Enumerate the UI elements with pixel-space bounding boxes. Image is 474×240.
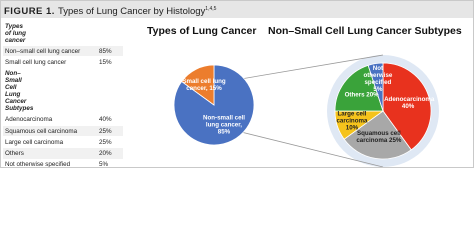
table-cell: Not otherwise specified — [5, 161, 71, 168]
table-row: Not otherwise specified 5% — [3, 160, 123, 168]
figure: FIGURE 1. Types of Lung Cancer by Histolo… — [0, 0, 474, 168]
pie-slice — [334, 64, 384, 112]
slice-label: Squamous cell carcinoma 25% — [356, 130, 402, 145]
charts — [173, 54, 439, 167]
table-cell: 25% — [99, 127, 112, 135]
zoom-line — [228, 54, 384, 82]
table-cell: 25% — [99, 138, 112, 146]
table-row: Small cell lung cancer 15% — [3, 57, 123, 69]
figure-header: FIGURE 1. Types of Lung Cancer by Histolo… — [1, 1, 473, 18]
pie-slice — [181, 64, 215, 106]
table-cell: Small cell lung cancer — [5, 58, 67, 66]
table-cell: Non–Small Cell Lung Cancer Subtypes — [5, 70, 34, 113]
slice-label: Not otherwise specified 5% — [363, 64, 393, 93]
table-row: Large cell carcinoma 25% — [3, 137, 123, 149]
table-cell: Non–small cell lung cancer — [5, 47, 81, 55]
table-cell: 15% — [99, 58, 112, 66]
slice-label: Adenocarcinoma 40% — [384, 95, 435, 110]
figure-refs: 1,4,5 — [205, 6, 217, 12]
table-row: Others 20% — [3, 148, 123, 160]
table-row: Adenocarcinoma 40% — [3, 115, 123, 126]
chart-title: Non–Small Cell Lung Cancer Subtypes — [268, 25, 462, 37]
slice-label: Large cell carcinoma 10% — [336, 110, 368, 132]
table-cell: Large cell carcinoma — [5, 138, 64, 146]
table-cell: 40% — [99, 116, 112, 124]
pie-slice — [343, 110, 412, 160]
figure-label: FIGURE 1. — [4, 6, 55, 18]
table-cell: 5% — [99, 161, 109, 168]
slice-label: Others 20% — [344, 91, 379, 99]
table: Types of lung cancer Non–small cell lung … — [3, 21, 123, 168]
table-row: Non–small cell lung cancer 85% — [3, 46, 123, 58]
table-cell: 85% — [99, 47, 112, 55]
chart-title: Types of Lung Cancer — [147, 25, 257, 37]
table-section: Non–Small Cell Lung Cancer Subtypes — [3, 68, 123, 115]
pie-slice — [382, 62, 432, 151]
table-cell: Others — [5, 149, 24, 157]
table-section: Types of lung cancer — [3, 21, 123, 47]
slice-label: Small cell lung cancer, 15% — [182, 78, 226, 93]
table-cell: Adenocarcinoma — [5, 116, 53, 124]
table-row: Squamous cell carcinoma 25% — [3, 125, 123, 138]
table-cell: Squamous cell carcinoma — [5, 127, 78, 135]
figure-title: Types of Lung Cancer by Histology — [57, 6, 206, 18]
pie-slice — [367, 62, 384, 112]
table-cell: 20% — [99, 149, 112, 157]
table-cell: Types of lung cancer — [5, 22, 26, 44]
zoom-line — [228, 128, 384, 167]
slice-label: Non-small cell lung cancer, 85% — [203, 114, 245, 136]
